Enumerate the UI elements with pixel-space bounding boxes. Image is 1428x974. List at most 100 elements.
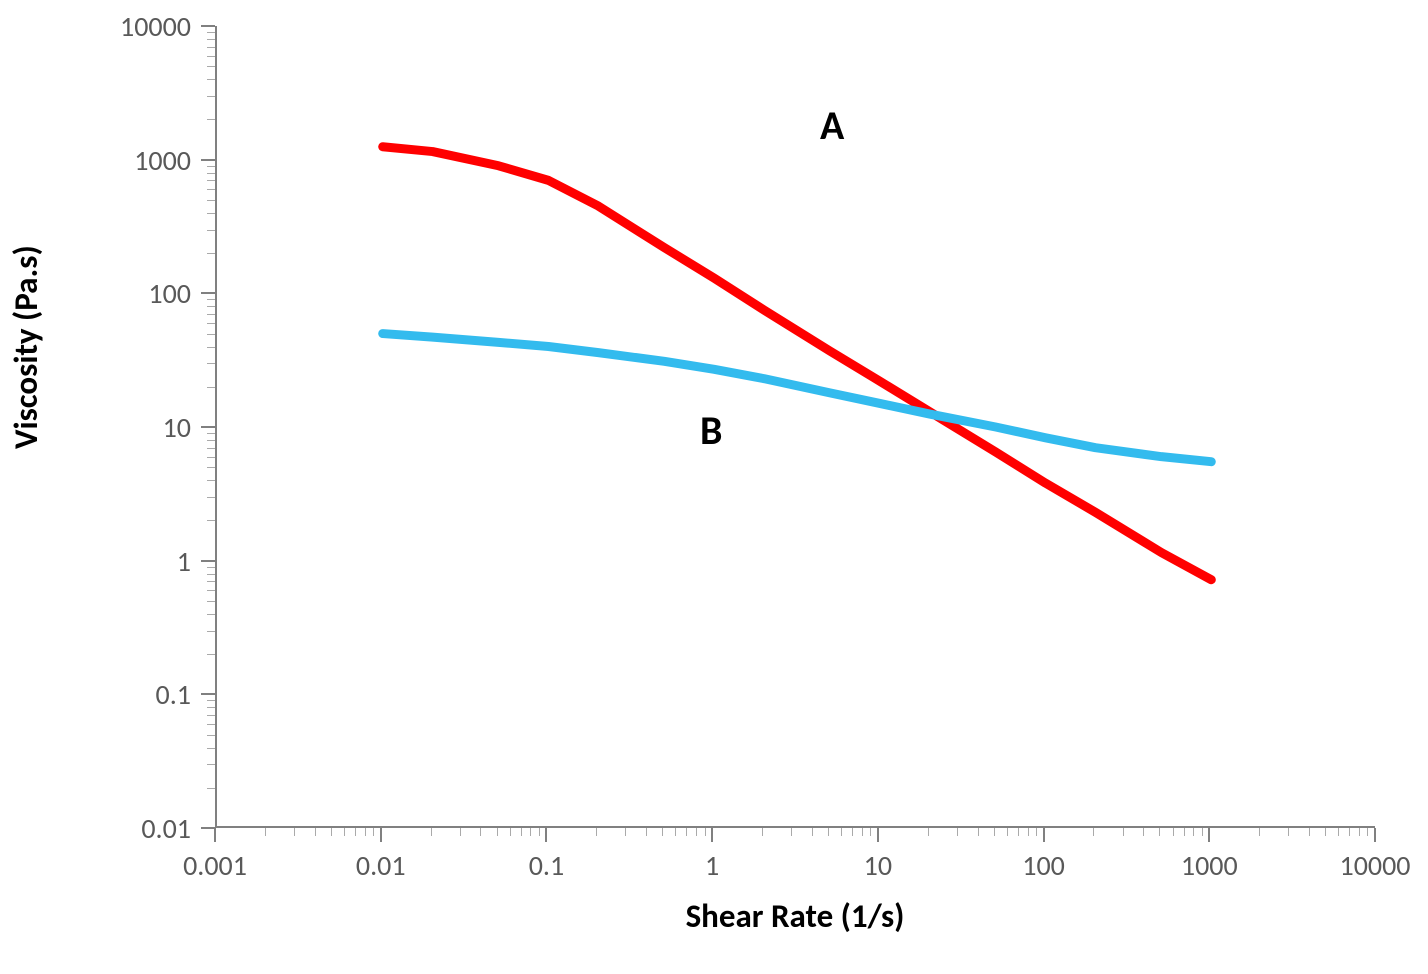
- x-tick-minor: [1259, 828, 1260, 836]
- x-tick-label: 10000: [1315, 848, 1428, 883]
- x-tick-minor: [791, 828, 792, 836]
- x-tick-minor: [841, 828, 842, 836]
- x-tick-minor: [596, 828, 597, 836]
- y-tick-minor: [207, 173, 215, 174]
- x-tick-minor: [510, 828, 511, 836]
- x-tick-minor: [1202, 828, 1203, 836]
- y-tick-minor: [207, 66, 215, 67]
- y-tick-minor: [207, 654, 215, 655]
- x-tick-minor: [1093, 828, 1094, 836]
- viscosity-chart: Viscosity (Pa.s) Shear Rate (1/s) 0.010.…: [0, 0, 1428, 974]
- x-tick-minor: [1338, 828, 1339, 836]
- x-tick-minor: [1036, 828, 1037, 836]
- x-tick-major: [877, 828, 879, 842]
- y-tick-minor: [207, 299, 215, 300]
- y-tick-minor: [207, 567, 215, 568]
- y-tick-major: [201, 159, 215, 161]
- y-tick-major: [201, 560, 215, 562]
- x-tick-minor: [828, 828, 829, 836]
- x-tick-minor: [1159, 828, 1160, 836]
- x-tick-minor: [870, 828, 871, 836]
- x-tick-minor: [928, 828, 929, 836]
- x-tick-minor: [1123, 828, 1124, 836]
- y-tick-minor: [207, 334, 215, 335]
- x-tick-major: [545, 828, 547, 842]
- x-tick-major: [711, 828, 713, 842]
- y-tick-minor: [207, 387, 215, 388]
- y-tick-minor: [207, 601, 215, 602]
- y-tick-minor: [207, 200, 215, 201]
- x-tick-minor: [686, 828, 687, 836]
- y-tick-minor: [207, 448, 215, 449]
- y-tick-minor: [207, 715, 215, 716]
- x-tick-label: 0.1: [486, 848, 606, 883]
- series-line-B: [383, 334, 1212, 462]
- x-tick-minor: [696, 828, 697, 836]
- x-tick-major: [214, 828, 216, 842]
- series-line-A: [383, 147, 1212, 580]
- x-tick-minor: [1143, 828, 1144, 836]
- y-tick-minor: [207, 590, 215, 591]
- x-tick-major: [1374, 828, 1376, 842]
- y-tick-minor: [207, 32, 215, 33]
- x-tick-major: [380, 828, 382, 842]
- x-tick-label: 0.01: [321, 848, 441, 883]
- y-tick-minor: [207, 480, 215, 481]
- y-tick-minor: [207, 724, 215, 725]
- x-tick-minor: [1184, 828, 1185, 836]
- y-tick-minor: [207, 363, 215, 364]
- y-tick-minor: [207, 497, 215, 498]
- y-tick-label: 100: [0, 276, 191, 311]
- x-tick-minor: [762, 828, 763, 836]
- x-tick-minor: [355, 828, 356, 836]
- x-tick-minor: [1349, 828, 1350, 836]
- y-tick-minor: [207, 56, 215, 57]
- y-tick-label: 1: [0, 544, 191, 579]
- x-tick-minor: [705, 828, 706, 836]
- y-tick-minor: [207, 230, 215, 231]
- y-tick-label: 0.1: [0, 677, 191, 712]
- x-tick-minor: [315, 828, 316, 836]
- x-tick-minor: [1325, 828, 1326, 836]
- y-tick-major: [201, 292, 215, 294]
- y-tick-minor: [207, 631, 215, 632]
- x-tick-major: [1043, 828, 1045, 842]
- y-tick-major: [201, 25, 215, 27]
- x-tick-minor: [431, 828, 432, 836]
- x-tick-minor: [294, 828, 295, 836]
- y-tick-minor: [207, 253, 215, 254]
- y-tick-minor: [207, 433, 215, 434]
- y-tick-major: [201, 827, 215, 829]
- y-tick-minor: [207, 314, 215, 315]
- x-tick-minor: [331, 828, 332, 836]
- x-tick-minor: [957, 828, 958, 836]
- x-tick-minor: [1359, 828, 1360, 836]
- x-tick-label: 1000: [1149, 848, 1269, 883]
- x-tick-minor: [1028, 828, 1029, 836]
- x-tick-minor: [365, 828, 366, 836]
- x-tick-minor: [852, 828, 853, 836]
- x-tick-minor: [344, 828, 345, 836]
- y-tick-minor: [207, 700, 215, 701]
- y-tick-major: [201, 426, 215, 428]
- series-label-B: B: [700, 406, 722, 455]
- x-tick-label: 1: [652, 848, 772, 883]
- y-tick-minor: [207, 440, 215, 441]
- y-tick-minor: [207, 166, 215, 167]
- y-tick-minor: [207, 96, 215, 97]
- x-tick-minor: [1193, 828, 1194, 836]
- y-tick-minor: [207, 180, 215, 181]
- y-tick-minor: [207, 788, 215, 789]
- x-tick-label: 100: [984, 848, 1104, 883]
- x-tick-minor: [521, 828, 522, 836]
- x-tick-minor: [497, 828, 498, 836]
- y-tick-minor: [207, 213, 215, 214]
- x-tick-minor: [1288, 828, 1289, 836]
- y-tick-minor: [207, 467, 215, 468]
- series-label-A: A: [820, 101, 844, 150]
- y-tick-minor: [207, 574, 215, 575]
- y-tick-minor: [207, 520, 215, 521]
- x-tick-minor: [812, 828, 813, 836]
- x-tick-minor: [1173, 828, 1174, 836]
- y-tick-label: 10: [0, 410, 191, 445]
